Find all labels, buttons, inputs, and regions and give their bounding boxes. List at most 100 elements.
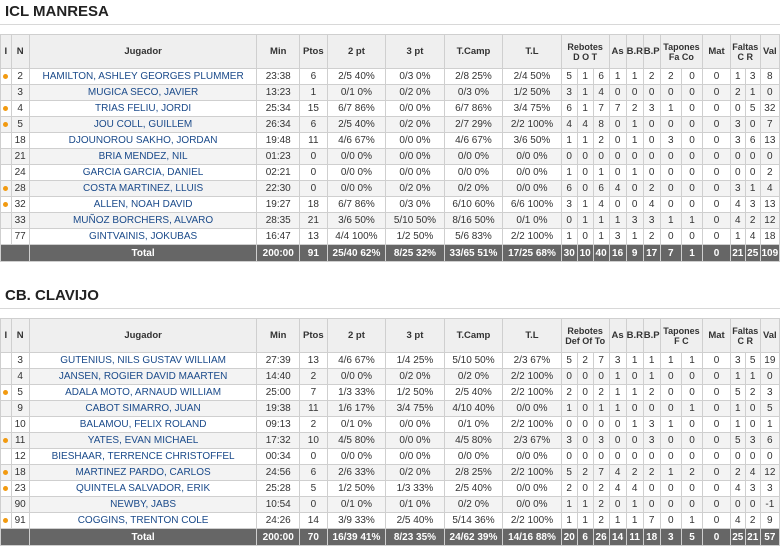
stat-pts: 0: [299, 496, 328, 513]
stat-val: -1: [759, 496, 780, 513]
player-name-link[interactable]: BALAMOU, FELIX ROLAND: [79, 419, 207, 430]
team2-title: CB. CLAVIJO: [0, 284, 780, 309]
player-name-link[interactable]: MUÑOZ BORCHERS, ALVARO: [72, 215, 214, 226]
stat-co: 1: [680, 352, 704, 369]
stat-tc: 0/0 0%: [443, 164, 504, 181]
stat-mat: 0: [702, 180, 731, 197]
player-name-link[interactable]: JANSEN, ROGIER DAVID MAARTEN: [58, 371, 228, 382]
stat-min: 16:47: [256, 228, 301, 245]
stat-p2: 6/7 86%: [326, 196, 387, 213]
player-name-link[interactable]: MARTINEZ PARDO, CARLOS: [75, 467, 211, 478]
total-tl: 17/25 68%: [502, 244, 562, 262]
player-name-link[interactable]: YATES, EVAN MICHAEL: [87, 435, 199, 446]
stat-t: 1: [592, 212, 610, 229]
stat-br: 1: [625, 384, 644, 401]
starter-dot-icon: [3, 470, 9, 475]
stat-d: 5: [560, 68, 578, 85]
stat-min: 22:30: [256, 180, 301, 197]
total-tl: 14/16 88%: [502, 528, 562, 546]
starter-dot-icon: [3, 202, 9, 207]
stat-c: 5: [729, 384, 746, 401]
player-name-link[interactable]: GARCIA GARCIA, DANIEL: [82, 167, 204, 178]
stat-co: 0: [680, 68, 704, 85]
stat-d: 3: [560, 196, 578, 213]
stat-as: 3: [608, 352, 627, 369]
player-name-link[interactable]: COSTA MARTINEZ, LLUIS: [82, 183, 204, 194]
stat-mat: 0: [702, 512, 731, 529]
stat-fa: 3: [659, 132, 682, 149]
stat-o: 0: [576, 416, 594, 433]
stat-p3: 0/0 0%: [385, 432, 445, 449]
starter-dot-icon: [3, 122, 9, 127]
starter-dot-icon: [3, 486, 9, 491]
player-number: 3: [10, 84, 30, 101]
player-name-cell: MUÑOZ BORCHERS, ALVARO: [28, 212, 258, 229]
player-name-link[interactable]: HAMILTON, ASHLEY GEORGES PLUMMER: [42, 71, 244, 82]
col-header-rebounds: Rebotes Def Of To: [560, 318, 610, 353]
stat-bp: 2: [642, 384, 661, 401]
stat-fa: 0: [659, 512, 682, 529]
player-number: 91: [10, 512, 30, 529]
stat-p2: 0/0 0%: [326, 448, 387, 465]
stat-mat: 0: [702, 352, 731, 369]
stat-t: 2: [592, 512, 610, 529]
player-name-link[interactable]: QUINTELA SALVADOR, ERIK: [76, 483, 211, 494]
stat-tc: 0/2 0%: [443, 368, 504, 385]
player-name-link[interactable]: BIESHAAR, TERRENCE CHRISTOFFEL: [51, 451, 235, 462]
player-name-link[interactable]: CABOT SIMARRO, JUAN: [85, 403, 201, 414]
player-name-link[interactable]: NEWBY, JABS: [110, 499, 177, 510]
player-name-cell: COSTA MARTINEZ, LLUIS: [28, 180, 258, 197]
player-name-link[interactable]: GUTENIUS, NILS GUSTAV WILLIAM: [60, 355, 226, 366]
stat-mat: 0: [702, 384, 731, 401]
stat-p3: 1/2 50%: [385, 228, 445, 245]
stat-p2: 4/6 67%: [326, 352, 387, 369]
player-name-link[interactable]: COGGINS, TRENTON COLE: [77, 515, 209, 526]
stat-r: 5: [744, 100, 761, 117]
stat-p3: 2/5 40%: [385, 512, 445, 529]
player-name-link[interactable]: DJOUNOROU SAKHO, JORDAN: [68, 135, 218, 146]
player-name-link[interactable]: BRIA MENDEZ, NIL: [98, 151, 188, 162]
player-row: 9 CABOT SIMARRO, JUAN 19:38 11 1/6 17% 3/4 75…: [0, 400, 780, 417]
stat-pts: 6: [299, 116, 328, 133]
stat-val: 0: [759, 448, 780, 465]
stat-r: 1: [744, 368, 761, 385]
stat-fa: 0: [659, 480, 682, 497]
total-c: 21: [729, 244, 746, 262]
stat-o: 4: [576, 116, 594, 133]
stat-mat: 0: [702, 368, 731, 385]
stat-val: 5: [759, 400, 780, 417]
stat-p3: 1/2 50%: [385, 384, 445, 401]
player-name-link[interactable]: JOU COLL, GUILLEM: [93, 119, 193, 130]
player-name-link[interactable]: MUGICA SECO, JAVIER: [87, 87, 199, 98]
starter-indicator: [0, 464, 12, 481]
stat-bp: 0: [642, 148, 661, 165]
stat-pts: 11: [299, 400, 328, 417]
col-header-blocks-sublabel: Fa Co: [668, 51, 694, 62]
player-name-cell: GARCIA GARCIA, DANIEL: [28, 164, 258, 181]
stat-tc: 0/1 0%: [443, 416, 504, 433]
stat-tc: 5/10 50%: [443, 352, 504, 369]
stat-o: 1: [576, 212, 594, 229]
starter-indicator: [0, 164, 12, 181]
stat-p3: 0/2 0%: [385, 368, 445, 385]
stat-as: 7: [608, 100, 627, 117]
player-name-link[interactable]: ALLEN, NOAH DAVID: [93, 199, 193, 210]
stat-o: 1: [576, 196, 594, 213]
col-header-field-goals: T.Camp: [443, 34, 504, 69]
stat-fa: 1: [659, 464, 682, 481]
player-name-cell: HAMILTON, ASHLEY GEORGES PLUMMER: [28, 68, 258, 85]
stat-co: 1: [680, 512, 704, 529]
stat-as: 1: [608, 68, 627, 85]
stat-t: 7: [592, 464, 610, 481]
total-tc: 33/65 51%: [443, 244, 504, 262]
stat-fa: 1: [659, 352, 682, 369]
stat-d: 2: [560, 480, 578, 497]
stat-p2: 3/6 50%: [326, 212, 387, 229]
stat-c: 4: [729, 212, 746, 229]
player-name-link[interactable]: TRIAS FELIU, JORDI: [95, 103, 192, 114]
stat-min: 25:00: [256, 384, 301, 401]
total-br: 9: [625, 244, 644, 262]
player-name-link[interactable]: GINTVAINIS, JOKUBAS: [89, 231, 198, 242]
player-name-cell: MARTINEZ PARDO, CARLOS: [28, 464, 258, 481]
player-name-link[interactable]: ADALA MOTO, ARNAUD WILLIAM: [65, 387, 222, 398]
